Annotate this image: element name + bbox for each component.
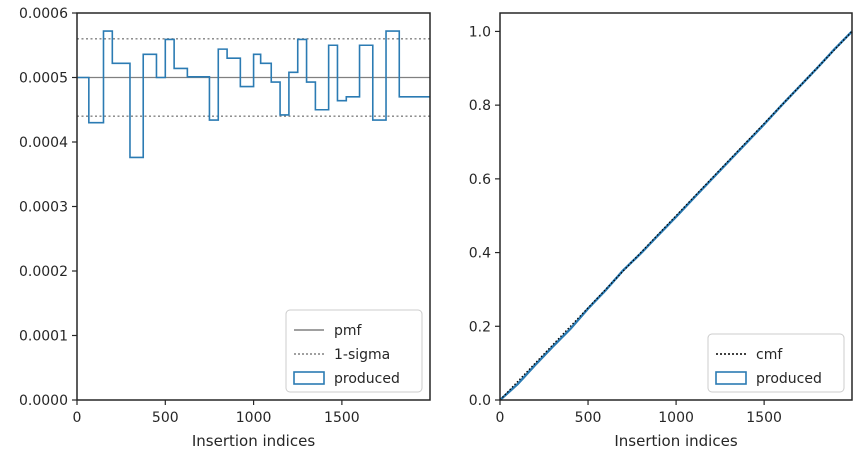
x-tick-label: 0	[496, 410, 505, 426]
x-tick-label: 1500	[746, 410, 782, 426]
x-tick-label: 500	[575, 410, 602, 426]
y-tick-label: 0.0003	[19, 200, 68, 216]
y-tick-label: 0.6	[469, 172, 491, 188]
legend-swatch-produced	[293, 371, 325, 385]
legend-label-produced: produced	[756, 371, 822, 387]
legend-label-produced: produced	[334, 371, 400, 387]
legend-label-1-sigma: 1-sigma	[334, 347, 390, 363]
y-tick-label: 0.0001	[19, 329, 68, 345]
x-tick-label: 1000	[658, 410, 694, 426]
x-tick-label: 1000	[236, 410, 272, 426]
y-tick-label: 0.0000	[19, 393, 68, 409]
x-axis-label: Insertion indices	[614, 432, 737, 450]
right-cmf-plot: 0 500 1000 1500 0.0 0.2 0.4 0.6 0.8 1.0 Insertion …	[469, 12, 853, 450]
legend-label-cmf: cmf	[756, 347, 783, 363]
legend-box	[707, 333, 845, 393]
y-tick-label: 0.0	[469, 393, 491, 409]
x-tick-label: 500	[152, 410, 179, 426]
y-tick-label: 1.0	[469, 24, 491, 40]
cmf-line	[499, 30, 853, 401]
legend-swatch-produced	[715, 371, 747, 385]
y-tick-label: 0.0006	[19, 6, 68, 22]
y-tick-label: 0.0005	[19, 71, 68, 87]
x-tick-label: 1500	[324, 410, 360, 426]
y-tick-label: 0.0002	[19, 264, 68, 280]
axes-frame	[76, 12, 431, 401]
y-tick-label: 0.4	[469, 246, 491, 262]
left-pmf-plot: 0 500 1000 1500 0.0000 0.0001 0.0002 0.0003 0.00…	[19, 6, 431, 450]
x-axis-label: Insertion indices	[192, 432, 315, 450]
legend-label-pmf: pmf	[334, 323, 363, 339]
y-tick-label: 0.0004	[19, 135, 68, 151]
axes-frame	[499, 12, 853, 401]
x-tick-label: 0	[73, 410, 82, 426]
y-tick-label: 0.2	[469, 319, 491, 335]
y-tick-label: 0.8	[469, 98, 491, 114]
produced-step-line	[77, 30, 430, 159]
